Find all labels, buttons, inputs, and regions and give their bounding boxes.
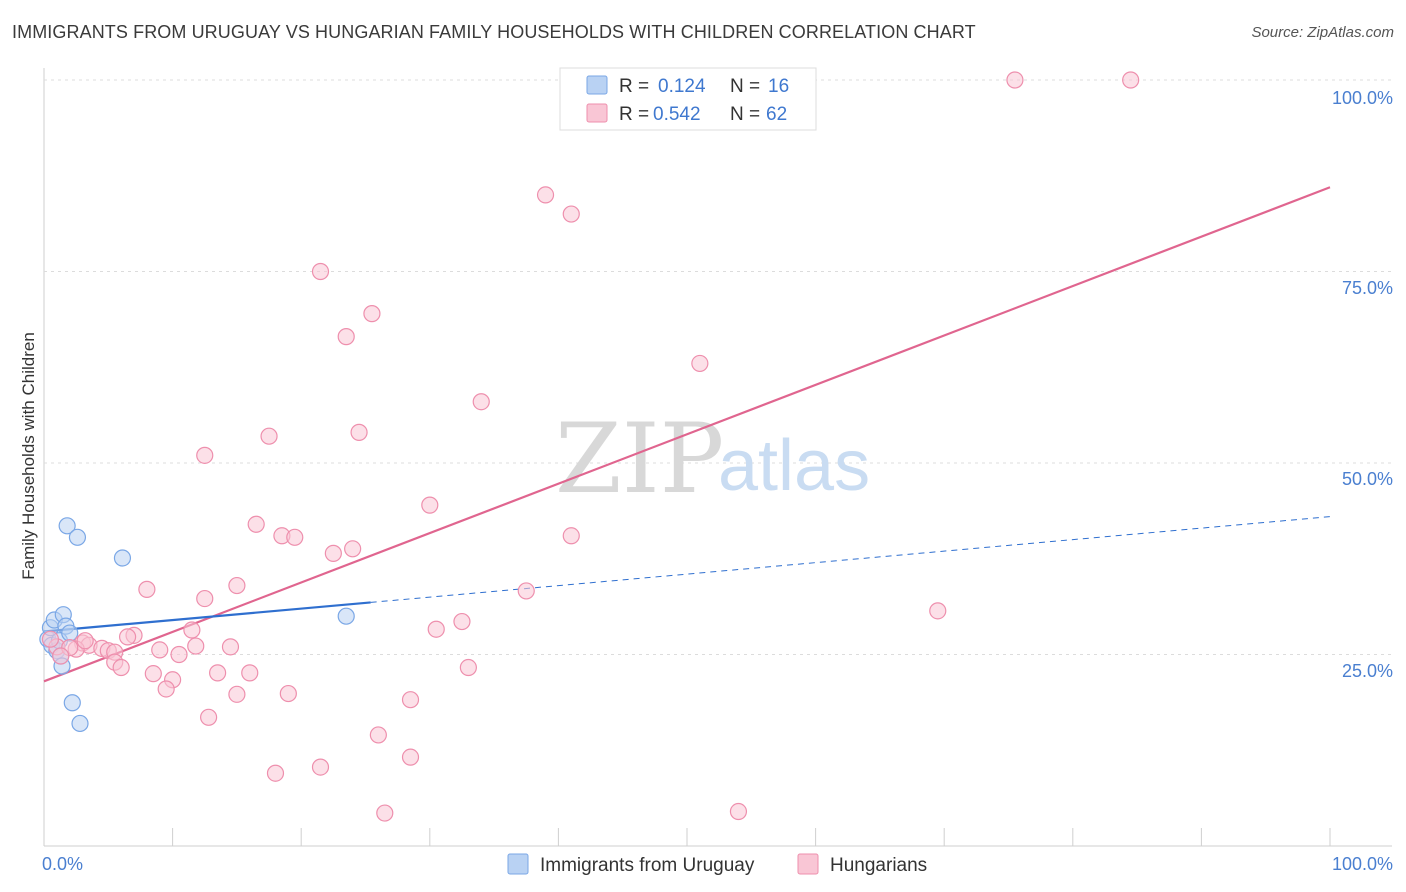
point-hungarians-13 — [247, 515, 265, 533]
point-hungarians-7 — [691, 354, 709, 373]
trend-line-uruguay-extrapolated — [370, 516, 1331, 603]
point-hungarians-57 — [376, 804, 394, 822]
legend-r-label-hungarians: R = — [619, 104, 649, 125]
point-hungarians-37 — [151, 641, 169, 659]
x-ticks — [172, 828, 1331, 846]
y-tick-label-25: 25.0% — [1342, 661, 1393, 681]
legend-n-label-uruguay: N = — [730, 76, 760, 97]
point-hungarians-23 — [929, 602, 947, 620]
point-hungarians-54 — [401, 748, 420, 766]
bottom-legend-swatch-hungarians — [797, 853, 819, 875]
point-hungarians-26 — [183, 621, 201, 639]
legend-r-label-uruguay: R = — [619, 76, 649, 97]
point-hungarians-56 — [266, 764, 285, 782]
point-uruguay-14 — [63, 694, 81, 712]
point-hungarians-8 — [472, 393, 490, 411]
point-hungarians-5 — [363, 305, 381, 323]
point-hungarians-19 — [228, 576, 246, 595]
point-hungarians-0 — [1006, 71, 1024, 89]
point-uruguay-11 — [58, 517, 76, 535]
legend-n-label-hungarians: N = — [730, 104, 760, 125]
point-hungarians-12 — [421, 496, 439, 514]
point-hungarians-59 — [41, 630, 60, 648]
point-hungarians-20 — [138, 580, 156, 598]
x-tick-label-100: 100.0% — [1332, 854, 1393, 874]
bottom-legend: Immigrants from Uruguay Hungarians — [507, 853, 927, 876]
point-hungarians-9 — [260, 427, 278, 445]
point-hungarians-25 — [427, 620, 445, 638]
legend-r-value-uruguay: 0.124 — [658, 76, 706, 97]
legend-r-value-hungarians: 0.542 — [653, 104, 701, 125]
point-hungarians-15 — [286, 528, 304, 546]
source-label: Source: ZipAtlas.com — [1251, 24, 1394, 41]
y-tick-label-75: 75.0% — [1342, 278, 1393, 298]
point-uruguay-15 — [71, 714, 89, 733]
point-hungarians-2 — [536, 186, 555, 204]
y-tick-label-100: 100.0% — [1332, 88, 1393, 108]
point-hungarians-61 — [76, 632, 94, 650]
bottom-legend-label-uruguay: Immigrants from Uruguay — [540, 855, 755, 876]
point-hungarians-50 — [279, 684, 297, 703]
point-hungarians-38 — [187, 637, 205, 655]
trend-line-hungarians — [43, 186, 1331, 683]
trend-line-uruguay — [43, 601, 371, 633]
point-hungarians-55 — [311, 758, 330, 776]
point-hungarians-17 — [324, 544, 342, 562]
y-tick-label-50: 50.0% — [1342, 469, 1393, 489]
point-hungarians-3 — [562, 205, 580, 223]
watermark-zip: ZIP — [555, 403, 724, 515]
legend-swatch-uruguay — [586, 75, 608, 95]
point-hungarians-40 — [170, 645, 188, 664]
point-hungarians-48 — [157, 680, 175, 698]
chart-title: IMMIGRANTS FROM URUGUAY VS HUNGARIAN FAM… — [12, 22, 976, 42]
point-hungarians-21 — [196, 589, 214, 608]
point-hungarians-45 — [209, 664, 227, 682]
point-hungarians-43 — [144, 665, 162, 683]
point-hungarians-58 — [729, 802, 748, 821]
point-hungarians-60 — [52, 647, 70, 665]
point-hungarians-22 — [517, 582, 535, 600]
x-tick-label-0: 0.0% — [42, 854, 83, 874]
point-hungarians-4 — [311, 262, 330, 281]
trend-lines — [43, 186, 1331, 683]
point-hungarians-47 — [459, 658, 477, 677]
watermark-atlas: atlas — [718, 426, 870, 506]
legend-n-value-uruguay: 16 — [768, 76, 789, 97]
top-legend: R = 0.124 N = 16 R = 0.542 N = 62 — [559, 67, 817, 131]
point-uruguay-13 — [113, 549, 132, 567]
point-hungarians-18 — [562, 527, 580, 545]
legend-n-value-hungarians: 62 — [766, 104, 787, 125]
point-hungarians-51 — [401, 691, 420, 709]
point-hungarians-39 — [221, 638, 240, 656]
point-hungarians-42 — [112, 658, 130, 677]
point-hungarians-10 — [350, 423, 368, 441]
point-hungarians-46 — [241, 664, 259, 682]
point-hungarians-28 — [118, 628, 137, 646]
point-uruguay-16 — [337, 607, 355, 625]
point-hungarians-24 — [453, 612, 471, 631]
point-hungarians-53 — [369, 726, 387, 744]
data-points — [39, 71, 1140, 822]
point-hungarians-6 — [337, 328, 355, 346]
point-hungarians-52 — [200, 708, 218, 726]
legend-swatch-hungarians — [586, 103, 608, 123]
bottom-legend-label-hungarians: Hungarians — [830, 855, 927, 876]
point-hungarians-49 — [228, 685, 246, 703]
point-hungarians-11 — [196, 446, 214, 464]
point-hungarians-16 — [344, 540, 362, 558]
gridlines — [44, 79, 1392, 655]
bottom-legend-swatch-uruguay — [507, 853, 529, 875]
point-hungarians-1 — [1122, 71, 1140, 89]
y-axis-label: Family Households with Children — [19, 332, 38, 580]
point-uruguay-12 — [68, 528, 87, 546]
